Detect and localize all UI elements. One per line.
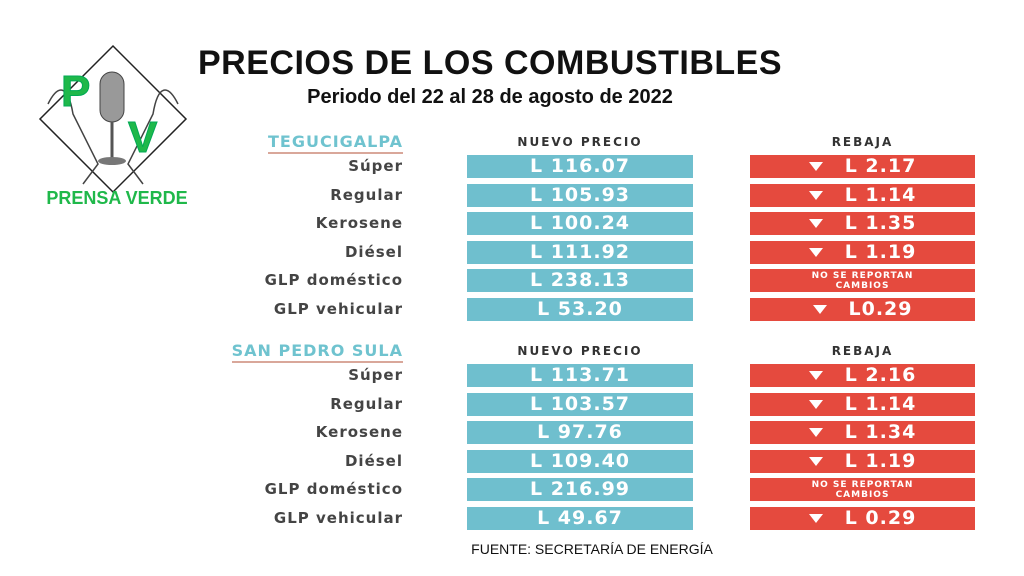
discount-cell: L 1.14 [750,183,975,207]
city-header: SAN PEDRO SULA [231,341,403,363]
discount-value: L 1.14 [844,392,917,415]
column-header-price: NUEVO PRECIO [517,344,643,358]
fuel-label: Regular [330,394,403,413]
no-change-note: CAMBIOS [835,280,890,291]
price-cell: L 111.92 [467,240,693,264]
price-cell: L 109.40 [467,449,693,473]
discount-value: L 1.34 [844,421,917,444]
column-header-price: NUEVO PRECIO [517,135,643,149]
city-header: TEGUCIGALPA [267,132,403,154]
page-subtitle: Periodo del 22 al 28 de agosto de 2022 [307,86,673,108]
down-triangle-icon [808,371,823,380]
price-cell: L 100.24 [467,212,693,236]
price-cell: L 238.13 [467,269,693,293]
fuel-label: Kerosene [315,214,403,233]
price-cell: L 53.20 [467,298,693,321]
fuel-label: GLP vehicular [273,509,403,527]
discount-cell: L 1.19 [750,240,975,264]
down-triangle-icon [808,514,823,523]
price-cell: L 113.71 [467,364,693,387]
discount-cell: L 0.29 [750,507,975,530]
fuel-label: Súper [348,157,403,175]
prensa-verde-logo: P V [28,44,198,214]
down-triangle-icon [808,219,823,229]
down-triangle-icon [808,456,823,466]
discount-cell: NO SE REPORTAN CAMBIOS [750,478,975,502]
down-triangle-icon [808,162,823,171]
fuel-label: GLP doméstico [264,480,403,499]
column-header-discount: REBAJA [831,135,894,149]
fuel-label: Diésel [344,451,403,470]
discount-value: L 1.35 [844,212,917,235]
discount-value: L 1.14 [844,183,917,206]
down-triangle-icon [808,247,823,257]
price-cell: L 49.67 [467,507,693,530]
no-change-note: NO SE REPORTAN [811,270,914,281]
down-triangle-icon [808,190,823,200]
price-cell: L 97.76 [467,421,693,445]
discount-value: L0.29 [848,298,913,320]
price-cell: L 105.93 [467,183,693,207]
down-triangle-icon [808,399,823,409]
discount-cell: NO SE REPORTAN CAMBIOS [750,269,975,293]
discount-cell: L 1.34 [750,421,975,445]
discount-value: L 0.29 [844,507,917,529]
discount-cell: L 1.35 [750,212,975,236]
discount-value: L 2.16 [844,364,917,386]
svg-text:V: V [128,113,158,162]
fuel-label: GLP doméstico [264,271,403,290]
page-title: PRECIOS DE LOS COMBUSTIBLES [198,44,782,82]
fuel-label: Diésel [344,242,403,261]
price-cell: L 216.99 [467,478,693,502]
discount-value: L 1.19 [844,449,917,472]
discount-cell: L 1.14 [750,392,975,416]
discount-cell: L 2.16 [750,364,975,387]
fuel-label: Kerosene [315,423,403,442]
price-cell: L 116.07 [467,155,693,178]
down-triangle-icon [808,428,823,438]
discount-cell: L 1.19 [750,449,975,473]
fuel-label: GLP vehicular [273,300,403,318]
brand-name: PRENSA VERDE [46,188,188,208]
discount-cell: L0.29 [750,298,975,321]
discount-cell: L 2.17 [750,155,975,178]
column-header-discount: REBAJA [831,344,894,358]
source-note: FUENTE: SECRETARÍA DE ENERGÍA [471,541,713,557]
fuel-label: Regular [330,185,403,204]
discount-value: L 2.17 [844,155,917,177]
no-change-note: CAMBIOS [835,489,890,500]
no-change-note: NO SE REPORTAN [811,479,914,490]
svg-text:P: P [61,67,90,116]
down-triangle-icon [812,305,827,314]
fuel-label: Súper [348,366,403,384]
discount-value: L 1.19 [844,240,917,263]
price-cell: L 103.57 [467,392,693,416]
